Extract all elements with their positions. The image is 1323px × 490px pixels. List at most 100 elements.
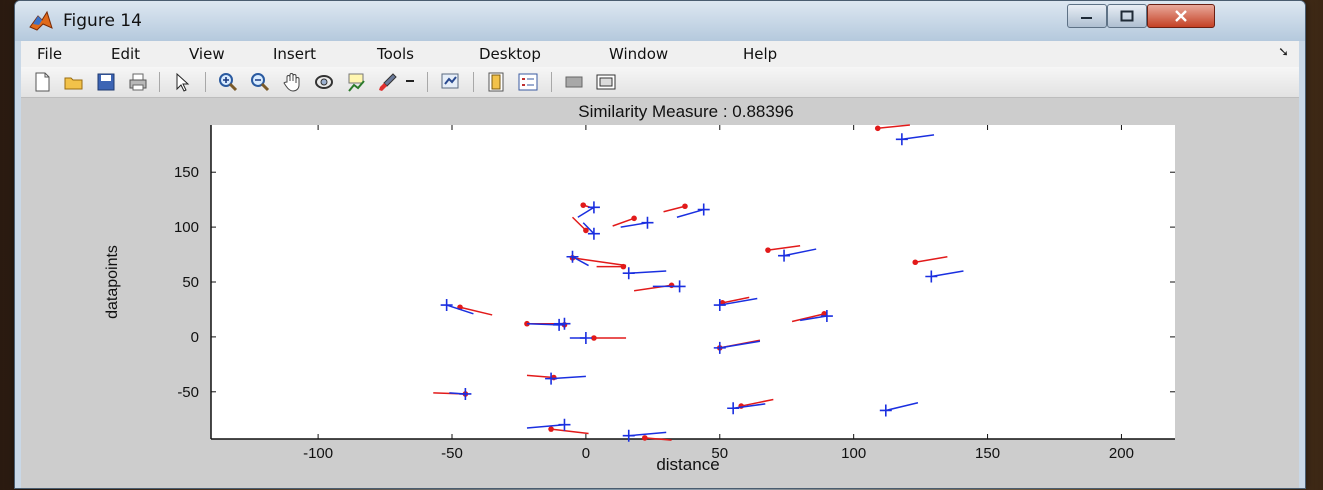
x-tick-label: -50 [441,445,463,462]
red-dot-marker[interactable] [765,247,771,253]
red-dot-marker[interactable] [668,282,675,289]
zoom-out-icon[interactable] [249,71,271,93]
blue-direction-line [676,208,704,218]
y-tick-label: 100 [174,219,199,236]
blue-plus-marker[interactable] [641,216,654,229]
figure-toolbar [21,67,1299,98]
maximize-button[interactable] [1107,4,1147,28]
blue-plus-marker[interactable] [579,331,592,344]
red-direction-line [741,398,774,407]
x-tick-label: 200 [1109,445,1134,462]
save-icon[interactable] [95,71,117,93]
blue-plus-marker[interactable] [553,318,566,331]
close-button[interactable] [1147,4,1215,28]
blue-direction-line [719,297,758,306]
blue-plus-marker[interactable] [713,341,726,354]
blue-direction-line [628,431,667,437]
hide-plot-tools-icon[interactable] [563,71,585,93]
blue-direction-line [446,304,474,315]
blue-plus-marker[interactable] [778,249,791,262]
red-dot-marker[interactable] [591,335,597,341]
rotate-3d-icon[interactable] [313,71,335,93]
blue-plus-marker[interactable] [673,280,686,293]
x-tick-label: 150 [975,445,1000,462]
maximize-icon [1120,10,1134,22]
blue-plus-marker[interactable] [459,387,472,400]
matlab-logo-icon [29,10,53,31]
red-dot-marker[interactable] [874,125,881,132]
menu-desktop[interactable]: Desktop [479,45,541,63]
y-axis-label: datapoints [104,245,121,319]
blue-direction-line [582,222,595,235]
red-dot-marker[interactable] [912,259,919,266]
red-direction-line [915,256,948,263]
red-direction-line [612,217,635,227]
brush-dropdown-icon[interactable] [403,71,417,93]
red-dot-marker[interactable] [548,426,554,432]
red-direction-line [572,257,627,267]
blue-plus-marker[interactable] [622,267,635,280]
red-direction-line [663,205,686,213]
blue-plus-marker[interactable] [587,201,600,214]
blue-plus-marker[interactable] [566,250,579,263]
blue-plus-marker[interactable] [820,310,833,323]
red-direction-line [526,374,554,379]
toolbar-separator [427,72,428,92]
edit-plot-arrow-icon[interactable] [171,71,193,93]
blue-plus-marker[interactable] [925,270,938,283]
x-tick-label: 50 [711,445,728,462]
red-dot-marker[interactable] [620,263,627,270]
red-dot-marker[interactable] [631,215,637,222]
blue-plus-marker[interactable] [697,203,710,216]
blue-plus-marker[interactable] [558,418,571,431]
blue-plus-marker[interactable] [440,299,453,312]
menu-tools[interactable]: Tools [377,45,414,63]
open-file-icon[interactable] [63,71,85,93]
insert-legend-icon[interactable] [517,71,539,93]
blue-plus-marker[interactable] [558,317,571,330]
blue-direction-line [572,256,589,267]
pan-hand-icon[interactable] [281,71,303,93]
blue-plus-marker[interactable] [713,299,726,312]
menu-edit[interactable]: Edit [111,45,141,63]
x-tick-label: 0 [582,445,590,462]
menu-bar: File Edit View Insert Tools Desktop Wind… [21,41,1299,68]
blue-plus-marker[interactable] [545,372,558,385]
blue-plus-marker[interactable] [587,227,600,240]
y-tick-label: 50 [182,274,199,291]
blue-plus-marker[interactable] [727,402,740,415]
red-direction-line [644,437,672,441]
blue-plus-marker[interactable] [895,133,908,146]
blue-plus-marker[interactable] [622,429,635,442]
blue-plus-marker[interactable] [879,404,892,417]
blue-direction-line [577,206,595,218]
toolbar-separator [205,72,206,92]
red-dot-marker[interactable] [682,203,688,210]
new-figure-icon[interactable] [31,71,53,93]
menu-window[interactable]: Window [609,45,669,63]
blue-direction-line [526,423,565,429]
menu-file[interactable]: File [37,45,63,63]
chart-title: Similarity Measure : 0.88396 [578,102,793,121]
data-cursor-icon[interactable] [345,71,367,93]
zoom-in-icon[interactable] [217,71,239,93]
red-direction-line [791,313,825,323]
menu-view[interactable]: View [189,45,225,63]
blue-direction-line [783,248,817,257]
insert-colorbar-icon[interactable] [485,71,507,93]
show-plot-tools-icon[interactable] [595,71,617,93]
minimize-button[interactable] [1067,4,1107,28]
red-dot-marker[interactable] [642,435,648,441]
menu-insert[interactable]: Insert [273,45,317,63]
title-bar[interactable]: Figure 14 [15,1,1305,41]
brush-icon[interactable] [377,71,399,93]
dock-arrow-icon[interactable]: ➘ [1278,45,1289,60]
red-direction-line [722,296,750,304]
red-dot-marker[interactable] [583,227,589,234]
red-dot-marker[interactable] [580,202,587,208]
menu-help[interactable]: Help [743,45,778,63]
plot-axes-area[interactable] [211,125,1175,439]
print-icon[interactable] [127,71,149,93]
link-plot-icon[interactable] [439,71,461,93]
y-tick-label: 0 [191,329,199,346]
